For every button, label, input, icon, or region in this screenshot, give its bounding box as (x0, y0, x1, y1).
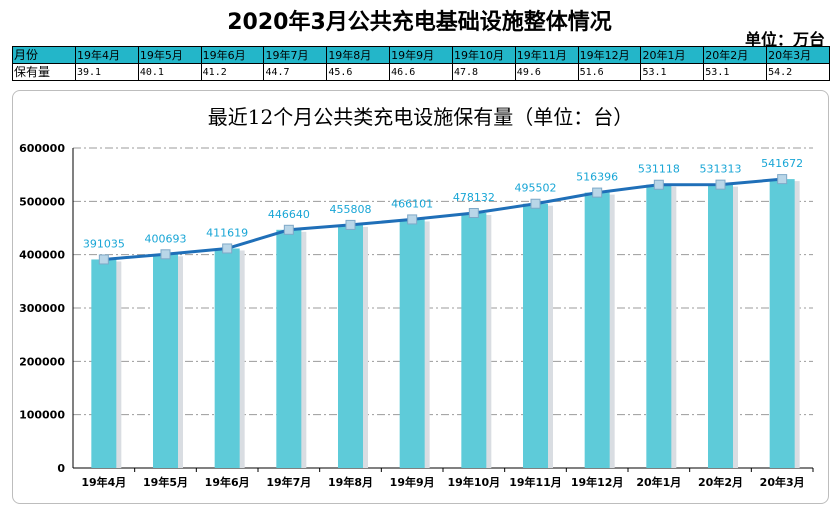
x-tick-label: 19年7月 (266, 475, 311, 489)
x-tick-label: 19年4月 (81, 475, 126, 489)
bar (214, 248, 240, 468)
value-cell: 39.1 (75, 63, 139, 81)
unit-label: 单位：万台 (744, 30, 825, 49)
data-label: 531313 (700, 163, 742, 176)
month-header-cell: 19年7月 (263, 46, 328, 64)
bar (708, 184, 733, 468)
month-header-cell: 19年8月 (326, 46, 391, 64)
value-row: 保有量 39.1 40.1 41.2 44.7 45.6 46.6 47.8 49.6 51.6… (12, 63, 830, 81)
bar (399, 219, 425, 468)
value-cell: 54.2 (766, 63, 830, 81)
data-label: 541672 (761, 157, 803, 170)
bar (769, 179, 795, 468)
month-header-cell: 20年2月 (703, 46, 768, 64)
data-label: 400693 (145, 232, 187, 245)
value-cell: 40.1 (137, 63, 202, 81)
data-label: 495502 (515, 182, 557, 195)
y-tick-label: 400000 (19, 249, 65, 262)
data-point-marker (160, 249, 171, 260)
page-title: 2020年3月公共充电基础设施整体情况 (227, 10, 612, 35)
month-header-cell: 19年9月 (389, 46, 453, 64)
bar (584, 192, 610, 468)
data-point-marker (715, 179, 726, 190)
data-label: 531118 (638, 163, 680, 176)
bar (153, 254, 178, 468)
data-label: 455808 (330, 203, 372, 216)
x-tick-label: 19年9月 (390, 475, 435, 489)
value-cell: 47.8 (451, 63, 516, 81)
data-label: 411619 (206, 226, 248, 239)
x-tick-label: 19年6月 (205, 475, 250, 489)
bar (646, 184, 672, 468)
value-cell: 53.1 (703, 63, 768, 81)
value-cell: 46.6 (389, 63, 453, 81)
month-header-row: 月份 19年4月 19年5月 19年6月 19年7月 19年8月 19年9月 19年10月 1… (12, 46, 830, 64)
data-point-marker (283, 224, 294, 235)
month-header-label: 月份 (12, 46, 76, 64)
value-cell: 49.6 (514, 63, 579, 81)
y-tick-label: 300000 (19, 302, 65, 315)
data-point-marker (222, 243, 233, 254)
month-header-cell: 20年1月 (640, 46, 705, 64)
month-header-cell: 19年12月 (577, 46, 642, 64)
y-tick-label: 0 (57, 462, 65, 475)
data-point-marker (98, 254, 109, 265)
value-cell: 44.7 (263, 63, 328, 81)
month-header-cell: 19年4月 (75, 46, 139, 64)
data-point-marker (530, 198, 541, 209)
x-tick-label: 20年1月 (636, 475, 681, 489)
data-label: 516396 (576, 171, 618, 184)
summary-table: 月份 19年4月 19年5月 19年6月 19年7月 19年8月 19年9月 19年10月 1… (12, 46, 830, 81)
data-label: 466101 (391, 197, 433, 210)
x-tick-label: 19年10月 (448, 475, 501, 489)
x-tick-label: 19年11月 (509, 475, 562, 489)
bar (276, 229, 302, 468)
series-line (103, 177, 783, 261)
value-cell: 45.6 (326, 63, 391, 81)
value-row-label: 保有量 (12, 63, 76, 81)
chart-title: 最近12个月公共类充电设施保有量（单位：台） (207, 105, 634, 129)
data-point-marker (592, 187, 603, 198)
month-header-cell: 19年11月 (514, 46, 579, 64)
data-label: 391035 (83, 237, 125, 250)
x-tick-label: 19年5月 (143, 475, 188, 489)
y-tick-label: 500000 (19, 195, 65, 208)
data-point-marker (777, 174, 788, 185)
month-header-cell: 19年6月 (200, 46, 265, 64)
x-tick-label: 20年3月 (760, 475, 805, 489)
month-header-cell: 19年5月 (137, 46, 202, 64)
month-header-cell: 19年10月 (451, 46, 516, 64)
value-cell: 41.2 (200, 63, 265, 81)
y-tick-label: 200000 (19, 355, 65, 368)
month-header-cell: 20年3月 (766, 46, 830, 64)
x-tick-label: 19年8月 (328, 475, 373, 489)
data-label: 446640 (268, 208, 310, 221)
bar (91, 259, 117, 468)
data-point-marker (407, 214, 418, 225)
data-point-marker (653, 179, 664, 190)
x-tick-label: 20年2月 (698, 475, 743, 489)
bar (338, 224, 363, 468)
value-cell: 51.6 (577, 63, 642, 81)
y-tick-label: 100000 (19, 409, 65, 422)
bar-line-chart: 0 100000 200000 300000 400000 500000 600000 19年… (19, 142, 814, 489)
chart-panel: 最近12个月公共类充电设施保有量（单位：台） 0 100000 200000 3000… (12, 90, 829, 504)
value-cell: 53.1 (640, 63, 705, 81)
bar (523, 203, 548, 468)
y-tick-label: 600000 (19, 142, 65, 155)
data-point-marker (345, 219, 356, 230)
bar (461, 212, 487, 468)
data-label: 478132 (453, 191, 495, 204)
data-point-marker (468, 207, 479, 218)
x-tick-label: 19年12月 (571, 475, 624, 489)
